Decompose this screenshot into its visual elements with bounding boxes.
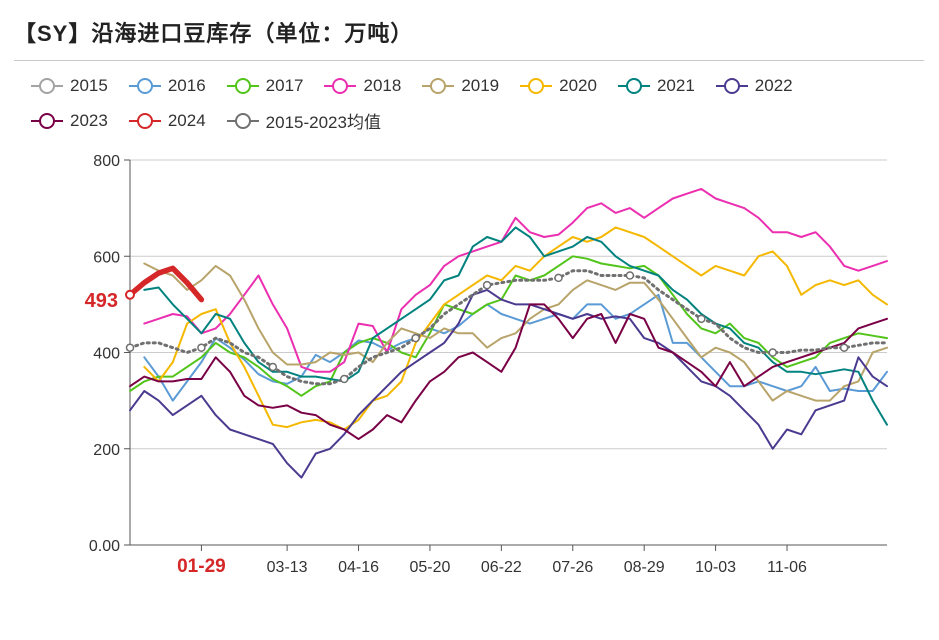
legend-item-2021[interactable]: 2021	[617, 76, 695, 96]
legend-line-circle-icon	[128, 112, 161, 129]
legend-label: 2015-2023均值	[265, 113, 381, 132]
y-tick-label: 400	[93, 346, 120, 363]
legend-item-2019[interactable]: 2019	[421, 76, 499, 96]
legend-row: 2015 2016 2017 2018 2019 2020 2021 2022	[30, 68, 930, 103]
x-tick-label-highlight: 01-29	[177, 556, 226, 577]
average-marker	[768, 348, 777, 357]
legend-item-2015-2023[interactable]: 2015-2023均值	[226, 108, 381, 133]
x-tick-label: 04-16	[338, 559, 379, 576]
series-2024-line	[127, 265, 205, 303]
average-marker	[482, 280, 492, 290]
y-tick-label: 0.00	[89, 538, 120, 555]
series-2022-line	[129, 288, 888, 479]
y-tick-label: 200	[93, 442, 120, 459]
legend-item-2018[interactable]: 2018	[323, 76, 401, 96]
legend-line-circle-icon	[422, 77, 455, 94]
x-tick-label: 10-03	[695, 559, 736, 576]
series-2023-line	[129, 303, 888, 441]
legend-label: 2015	[70, 75, 108, 95]
legend-item-2016[interactable]: 2016	[128, 76, 206, 96]
y-tick-label: 600	[93, 249, 120, 266]
legend-label: 2017	[265, 75, 304, 95]
legend-label: 2022	[754, 75, 793, 95]
legend-line-circle-icon	[31, 112, 63, 129]
legend-item-2020[interactable]: 2020	[519, 76, 597, 96]
series-2020-line	[143, 226, 888, 431]
chart-title: 【SY】沿海进口豆库存（单位：万吨）	[14, 21, 414, 46]
series-2019-line	[143, 262, 888, 402]
legend-line-circle-icon	[715, 77, 748, 94]
title-divider	[14, 60, 924, 61]
average-marker	[197, 343, 206, 352]
average-marker	[625, 271, 635, 280]
legend-line-circle-icon	[324, 77, 357, 94]
series-2021-line	[143, 226, 888, 426]
legend-line-circle-icon	[226, 112, 259, 129]
x-tick-label: 11-06	[767, 559, 807, 576]
series-2016-line	[143, 293, 888, 402]
legend-row: 2023 2024 2015-2023均值	[30, 103, 930, 138]
legend-label: 2016	[167, 75, 206, 95]
x-tick-label: 08-29	[624, 559, 665, 576]
legend-item-2024[interactable]: 2024	[128, 111, 206, 131]
x-tick-label: 07-26	[552, 559, 593, 576]
average-marker	[339, 374, 349, 384]
legend-label: 2021	[656, 75, 695, 95]
legend-label: 2023	[70, 110, 108, 130]
current-value-label: 493	[85, 290, 118, 312]
legend-label: 2019	[461, 75, 500, 95]
legend-item-2023[interactable]: 2023	[30, 111, 108, 131]
average-marker	[839, 343, 849, 352]
series-2015-2023-line	[128, 269, 889, 386]
y-tick-label: 800	[93, 153, 120, 170]
legend-line-circle-icon	[128, 77, 161, 94]
x-tick-label: 05-20	[409, 559, 450, 576]
legend-label: 2024	[167, 110, 206, 130]
legend-label: 2018	[363, 75, 402, 95]
legend-line-circle-icon	[31, 77, 63, 94]
legend-line-circle-icon	[226, 77, 259, 94]
x-tick-label: 03-13	[267, 559, 308, 576]
series-2024-start-marker	[125, 289, 135, 300]
legend-item-2015[interactable]: 2015	[30, 76, 108, 96]
average-marker	[411, 333, 420, 343]
series-2017-line	[129, 255, 888, 397]
average-marker	[697, 314, 706, 324]
series-2018-line	[143, 187, 888, 373]
legend: 2015 2016 2017 2018 2019 2020 2021 2022 2023 202…	[30, 68, 930, 138]
legend-label: 2020	[559, 75, 597, 95]
legend-line-circle-icon	[520, 77, 553, 94]
average-marker	[125, 343, 135, 352]
x-tick-label: 06-22	[481, 559, 522, 576]
legend-item-2022[interactable]: 2022	[715, 76, 793, 96]
average-marker	[554, 273, 563, 283]
legend-item-2017[interactable]: 2017	[226, 75, 304, 96]
legend-line-circle-icon	[617, 77, 650, 94]
average-marker	[268, 362, 278, 372]
